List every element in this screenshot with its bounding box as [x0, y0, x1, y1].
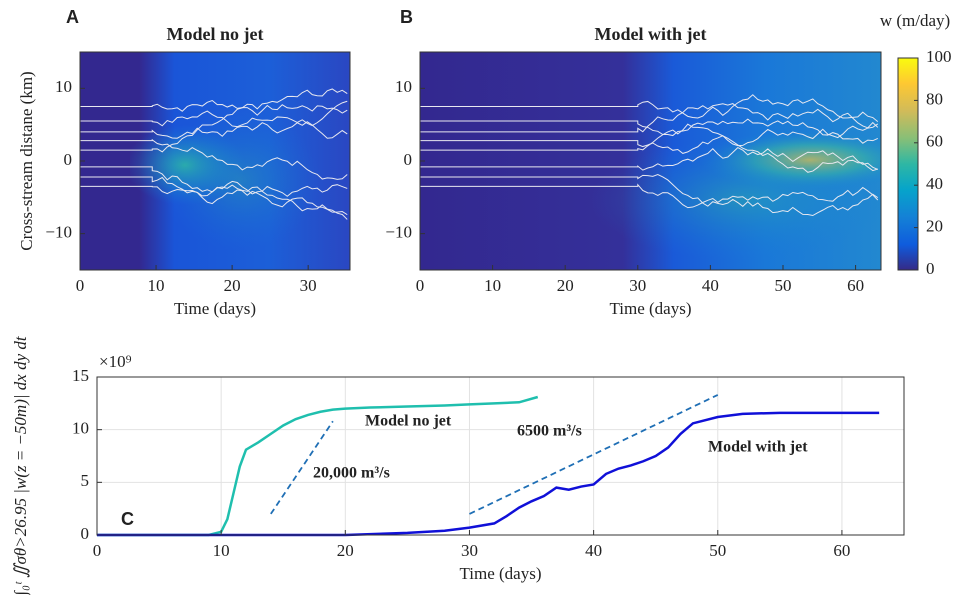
x-tick-label: 30	[300, 276, 317, 295]
colorbar-tick-label: 80	[926, 89, 943, 108]
x-tick-label: 40	[702, 276, 719, 295]
contour-line	[80, 99, 348, 116]
contour-line	[80, 100, 348, 128]
series-label: Model no jet	[365, 413, 452, 430]
contour-line	[80, 121, 348, 139]
y-tick-label: −10	[385, 223, 412, 242]
y-tick-label: 15	[72, 366, 89, 385]
x-tick-label: 20	[337, 541, 354, 560]
heatmap-field	[80, 52, 350, 270]
x-tick-label: 50	[709, 541, 726, 560]
y-tick-label: 10	[72, 419, 89, 438]
contour-line	[420, 123, 879, 154]
contour-line	[80, 176, 348, 197]
y-tick-label: 0	[81, 524, 90, 543]
x-tick-label: 40	[585, 541, 602, 560]
y-tick-label: 0	[64, 150, 73, 169]
panel-label: C	[121, 509, 134, 529]
reference-line	[469, 394, 719, 515]
contour-line	[420, 103, 879, 133]
contour-line	[420, 94, 879, 123]
colorbar-label: w (m/day)	[880, 11, 950, 30]
y-axis-label: Cross-stream distane (km)	[17, 71, 36, 250]
contour-line	[80, 166, 348, 220]
contour-line	[80, 88, 348, 153]
colorbar-tick-label: 0	[926, 259, 935, 278]
x-axis-label: Time (days)	[459, 564, 541, 583]
x-tick-label: 60	[833, 541, 850, 560]
panel-label: B	[400, 7, 413, 27]
line-series	[97, 411, 880, 537]
chart-title: Model with jet	[595, 24, 707, 44]
series-label: Model with jet	[708, 439, 808, 456]
y-axis-label: ∫₀ᵗ ∬σθ>26.95 |w(z = −50m)| dx dy dt	[11, 335, 31, 595]
contour-line	[420, 118, 878, 144]
y-tick-label: 10	[55, 77, 72, 96]
annotation: 6500 m³/s	[517, 423, 582, 440]
x-tick-label: 30	[629, 276, 646, 295]
contours	[80, 88, 879, 220]
line-series	[97, 395, 539, 537]
contour-line	[420, 123, 878, 173]
x-axis-label: Time (days)	[609, 299, 691, 318]
colorbar-tick-label: 20	[926, 217, 943, 236]
x-axis-label: Time (days)	[174, 299, 256, 318]
panel-label: A	[66, 7, 79, 27]
x-tick-label: 10	[484, 276, 501, 295]
colorbar	[897, 57, 919, 271]
x-tick-label: 60	[847, 276, 864, 295]
colorbar-tick-label: 100	[926, 47, 952, 66]
chart-title: Model no jet	[167, 24, 264, 44]
colorbar-tick-label: 60	[926, 132, 943, 151]
y-tick-label: 5	[81, 471, 90, 490]
colorbar-tick-label: 40	[926, 174, 943, 193]
y-tick-label: 0	[404, 150, 413, 169]
x-tick-label: 50	[774, 276, 791, 295]
x-tick-label: 10	[213, 541, 230, 560]
annotation: 20,000 m³/s	[313, 465, 390, 482]
reference-line	[270, 420, 334, 515]
y-tick-label: −10	[45, 223, 72, 242]
x-tick-label: 30	[461, 541, 478, 560]
contour-line	[420, 183, 879, 209]
contour-line	[420, 174, 879, 217]
y-tick-label: 10	[395, 77, 412, 96]
axis-multiplier: ×10⁹	[99, 352, 132, 371]
x-tick-label: 0	[416, 276, 425, 295]
x-tick-label: 10	[148, 276, 165, 295]
x-tick-label: 0	[93, 541, 102, 560]
contour-line	[80, 138, 348, 180]
axes-frame	[96, 376, 905, 536]
x-tick-label: 0	[76, 276, 85, 295]
contour-line	[420, 147, 878, 171]
x-tick-label: 20	[557, 276, 574, 295]
heatmap-field	[420, 52, 881, 270]
x-tick-label: 20	[224, 276, 241, 295]
contour-line	[80, 185, 348, 216]
